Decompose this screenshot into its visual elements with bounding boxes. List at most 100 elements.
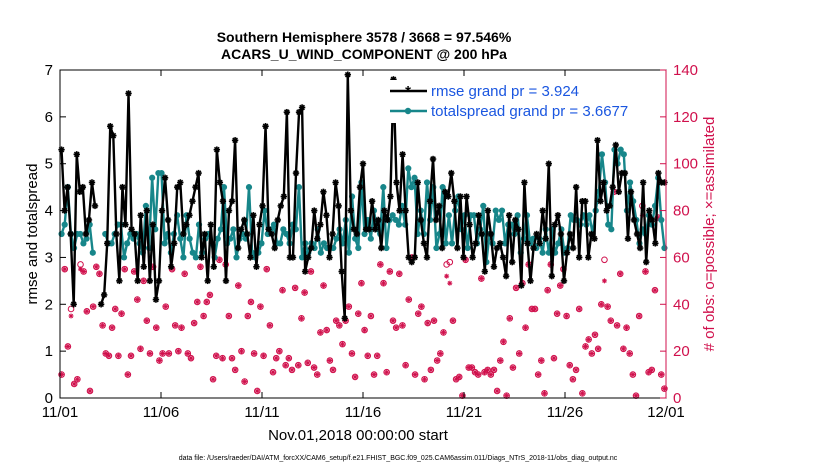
x-tick-label: 11/11 bbox=[244, 404, 279, 421]
rmse-point bbox=[432, 216, 440, 224]
obs-assimilated-point bbox=[538, 358, 544, 364]
rmse-point bbox=[326, 254, 333, 261]
rmse-point bbox=[113, 230, 120, 238]
obs-assimilated-point bbox=[358, 280, 364, 286]
rmse-point bbox=[359, 160, 367, 167]
totalspread-point bbox=[433, 244, 440, 252]
obs-assimilated-point bbox=[235, 283, 241, 289]
obs-possible-point bbox=[616, 270, 624, 278]
obs-assimilated-point bbox=[605, 304, 611, 310]
rmse-point bbox=[442, 188, 449, 196]
obs-assimilated-point bbox=[156, 358, 162, 364]
obs-assimilated-point bbox=[545, 287, 551, 293]
x-tick-label: 11/01 bbox=[42, 404, 78, 421]
chart-title-line1: Southern Hemisphere 3578 / 3668 = 97.546… bbox=[217, 29, 512, 45]
totalspread-point bbox=[389, 212, 396, 219]
obs-possible-point bbox=[272, 354, 280, 362]
obs-possible-point bbox=[588, 350, 596, 357]
obs-assimilated-point bbox=[415, 311, 421, 317]
obs-possible-point bbox=[348, 350, 356, 357]
rmse-point bbox=[70, 301, 77, 308]
obs-assimilated-point bbox=[453, 376, 459, 382]
obs-possible-point bbox=[642, 268, 649, 275]
obs-assimilated-point bbox=[201, 313, 207, 319]
obs-assimilated-point bbox=[428, 367, 434, 373]
rmse-point bbox=[402, 207, 409, 214]
rmse-point bbox=[384, 216, 391, 224]
obs-possible-point bbox=[635, 312, 643, 320]
rmse-point bbox=[82, 230, 90, 238]
obs-assimilated-point bbox=[377, 261, 383, 267]
rmse-point bbox=[557, 230, 565, 238]
obs-possible-point bbox=[657, 371, 665, 378]
obs-possible-point bbox=[437, 350, 444, 357]
obs-possible-point bbox=[399, 322, 406, 329]
obs-possible-point bbox=[414, 310, 422, 317]
totalspread-point bbox=[423, 179, 431, 186]
obs-assimilated-point bbox=[242, 379, 248, 385]
rmse-point bbox=[213, 146, 221, 153]
rmse-point bbox=[149, 221, 157, 228]
obs-assimilated-point bbox=[532, 306, 538, 312]
obs-possible-point bbox=[165, 350, 173, 357]
rmse-point bbox=[311, 207, 318, 214]
y2-tick-label: 80 bbox=[673, 203, 690, 220]
rmse-point bbox=[478, 230, 485, 238]
y2-tick-label: 60 bbox=[673, 249, 690, 266]
obs-assimilated-point bbox=[579, 390, 585, 396]
obs-assimilated-point bbox=[491, 367, 497, 373]
totalspread-point bbox=[58, 230, 65, 238]
obs-assimilated-point bbox=[422, 376, 428, 382]
obs-assimilated-point bbox=[469, 365, 475, 371]
obs-possible-point bbox=[544, 286, 551, 294]
obs-possible-point bbox=[171, 322, 179, 329]
obs-assimilated-point bbox=[352, 374, 358, 380]
obs-possible-point bbox=[377, 261, 384, 268]
rmse-point bbox=[110, 132, 117, 139]
rmse-point bbox=[298, 104, 306, 111]
rmse-point bbox=[521, 179, 528, 186]
rmse-point bbox=[64, 183, 71, 191]
rmse-point bbox=[308, 244, 315, 252]
totalspread-point bbox=[661, 244, 668, 252]
obs-assimilated-point bbox=[368, 313, 374, 319]
rmse-point bbox=[588, 230, 595, 238]
obs-possible-point bbox=[175, 347, 182, 355]
rmse-point bbox=[600, 179, 607, 186]
rmse-point bbox=[646, 207, 653, 214]
obs-assimilated-point bbox=[466, 365, 472, 371]
obs-assimilated-point bbox=[339, 341, 345, 347]
y-tick-label: 1 bbox=[45, 343, 53, 360]
obs-assimilated-point bbox=[523, 325, 529, 331]
obs-possible-point bbox=[118, 310, 125, 317]
rmse-point bbox=[152, 296, 160, 303]
rmse-point bbox=[335, 202, 342, 210]
rmse-point bbox=[487, 230, 495, 238]
obs-assimilated-point bbox=[374, 353, 380, 359]
obs-possible-point bbox=[304, 359, 312, 367]
obs-assimilated-point bbox=[444, 273, 450, 279]
rmse-point bbox=[615, 188, 622, 196]
rmse-point bbox=[411, 254, 418, 261]
obs-assimilated-point bbox=[396, 271, 402, 277]
totalspread-point bbox=[411, 174, 418, 181]
obs-possible-point bbox=[313, 371, 321, 378]
rmse-point bbox=[177, 179, 184, 186]
obs-assimilated-point bbox=[96, 271, 102, 277]
rmse-point bbox=[201, 230, 208, 238]
x-tick-label: 11/16 bbox=[345, 404, 381, 421]
obs-possible-point bbox=[332, 317, 340, 324]
rmse-point bbox=[314, 235, 321, 242]
obs-possible-point bbox=[512, 284, 520, 292]
obs-assimilated-point bbox=[106, 353, 112, 359]
obs-possible-point bbox=[184, 350, 192, 357]
rmse-point bbox=[606, 202, 613, 210]
obs-possible-point bbox=[86, 387, 94, 395]
rmse-point bbox=[204, 277, 211, 285]
obs-assimilated-point bbox=[324, 327, 330, 333]
rmse-point bbox=[250, 212, 257, 219]
obs-assimilated-point bbox=[314, 372, 320, 378]
obs-possible-point bbox=[392, 324, 400, 332]
obs-possible-point bbox=[380, 279, 387, 287]
rmse-point bbox=[58, 146, 65, 153]
